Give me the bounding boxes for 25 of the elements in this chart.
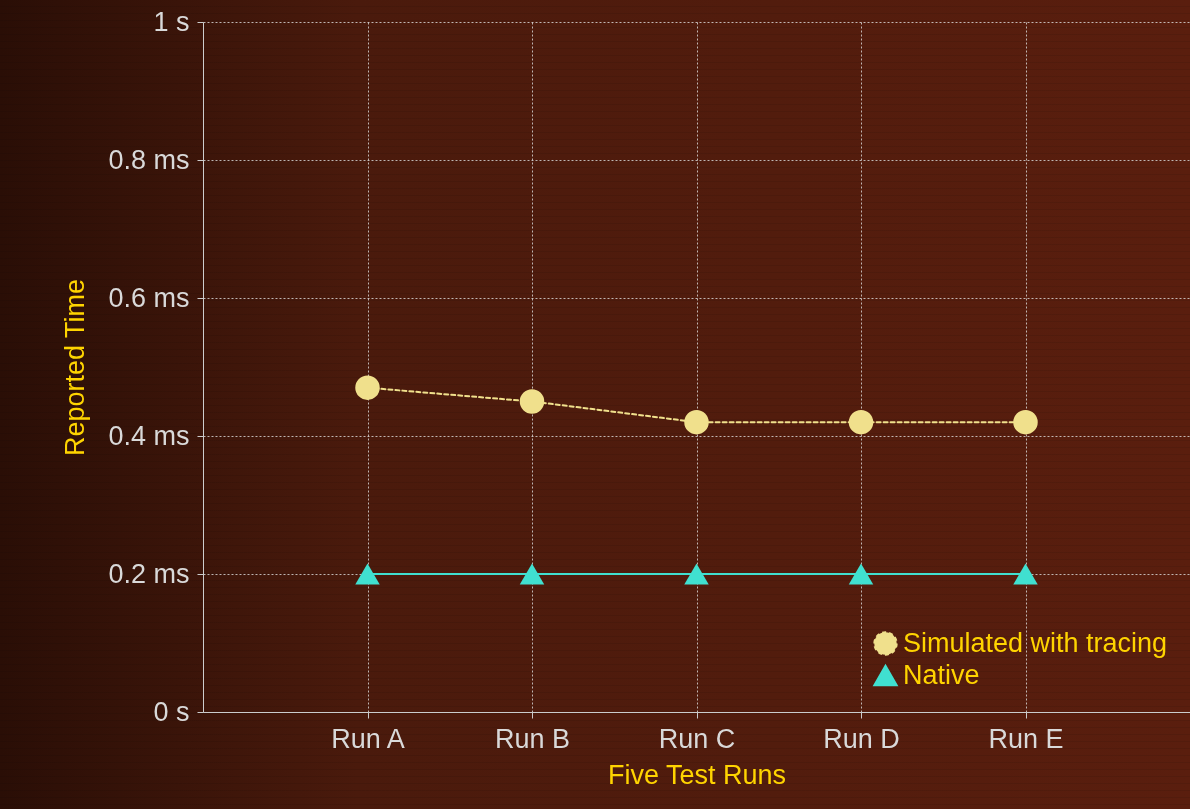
point — [355, 375, 380, 400]
x-tick-label: Run C — [658, 723, 736, 754]
x-tick-label: Run B — [494, 723, 571, 754]
y-tick-label: 0 s — [153, 696, 190, 727]
legend-label: Native — [903, 659, 980, 690]
point — [355, 563, 380, 585]
y-axis-title: Reported Time — [60, 278, 91, 457]
x-tick-label: Run E — [988, 723, 1064, 754]
y-tick-label: 0.6 ms — [108, 282, 190, 313]
point — [684, 409, 709, 435]
y-tick-label: 0.8 ms — [108, 144, 190, 175]
x-tick-label: Run D — [823, 723, 900, 754]
point — [684, 563, 709, 585]
point — [848, 409, 874, 435]
y-tick-label: 1 s — [153, 6, 190, 37]
x-tick-label: Run A — [331, 723, 405, 754]
y-tick-label: 0.2 ms — [108, 558, 190, 589]
legend-label: Simulated with tracing — [903, 627, 1168, 658]
point — [519, 563, 545, 585]
point — [1013, 563, 1038, 585]
y-tick-label: 0.4 ms — [108, 420, 190, 451]
point — [848, 563, 874, 585]
point — [519, 389, 545, 414]
point — [1013, 409, 1038, 435]
x-axis-title: Five Test Runs — [607, 759, 787, 790]
